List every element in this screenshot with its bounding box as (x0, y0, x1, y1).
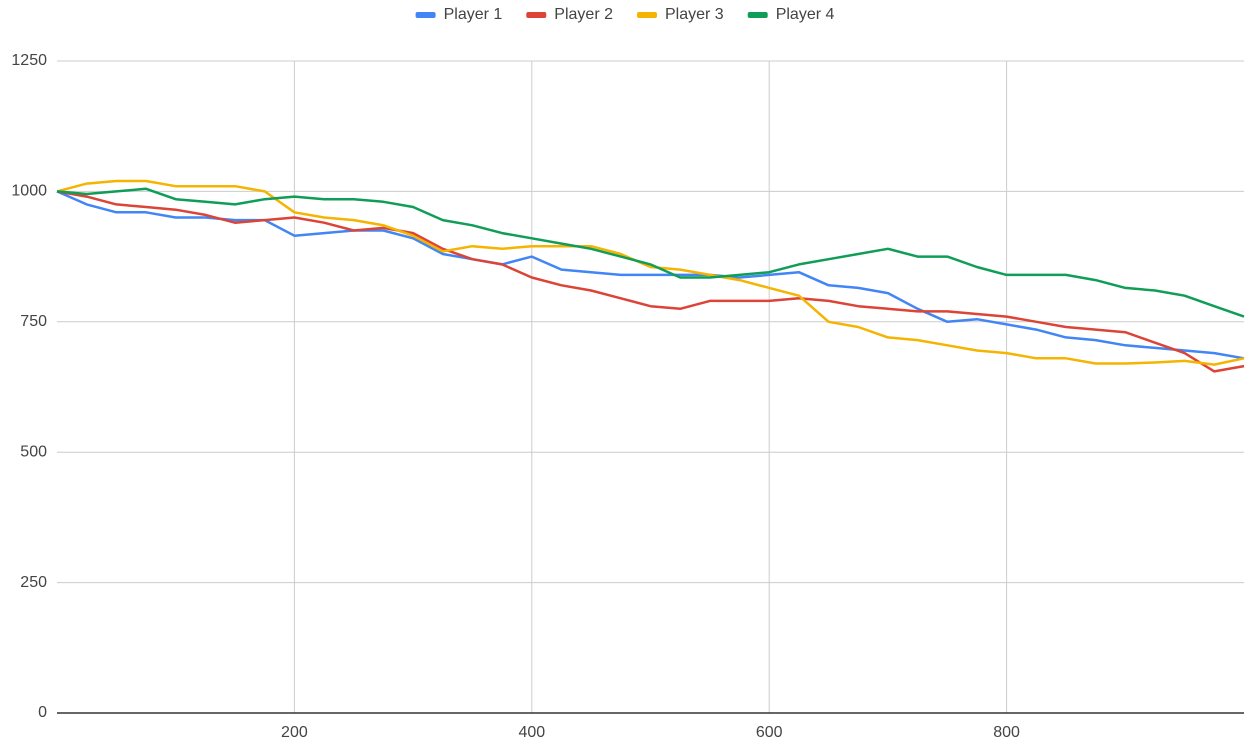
legend-label: Player 2 (554, 6, 613, 23)
legend-swatch (637, 12, 657, 18)
legend-item[interactable]: Player 4 (747, 6, 835, 23)
series-line (56, 187, 1245, 318)
legend-swatch (415, 12, 436, 18)
legend-label: Player 4 (776, 6, 835, 23)
series-line (56, 179, 1245, 366)
legend-label: Player 3 (665, 6, 724, 23)
legend-label: Player 1 (444, 6, 503, 23)
y-tick-label: 250 (20, 574, 47, 591)
series-line (56, 190, 1245, 373)
y-tick-label: 1000 (11, 183, 47, 200)
x-tick-label: 600 (756, 724, 783, 741)
y-tick-label: 0 (38, 704, 47, 721)
x-tick-label: 400 (518, 724, 545, 741)
legend-item[interactable]: Player 1 (415, 6, 503, 23)
legend-item[interactable]: Player 2 (526, 6, 613, 23)
legend-item[interactable]: Player 3 (637, 6, 724, 23)
x-tick-label: 200 (281, 724, 308, 741)
legend-swatch (526, 12, 547, 18)
legend-swatch (747, 12, 768, 18)
y-tick-label: 750 (20, 313, 47, 330)
x-tick-label: 800 (993, 724, 1020, 741)
y-tick-label: 1250 (11, 52, 47, 69)
y-tick-label: 500 (20, 443, 47, 460)
